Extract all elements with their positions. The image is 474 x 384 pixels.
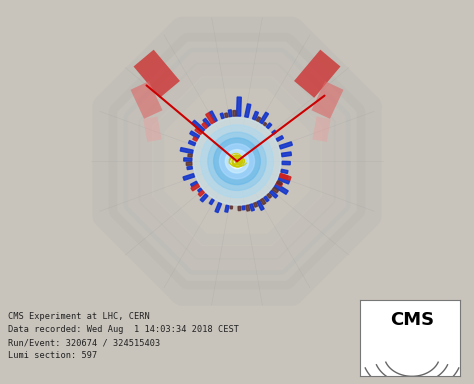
Polygon shape: [190, 131, 200, 139]
Polygon shape: [282, 161, 290, 165]
Polygon shape: [209, 199, 214, 205]
Polygon shape: [250, 204, 255, 211]
Polygon shape: [195, 128, 202, 134]
Bar: [312, 116, 331, 142]
Polygon shape: [193, 137, 198, 141]
Text: CMS Experiment at LHC, CERN: CMS Experiment at LHC, CERN: [8, 312, 150, 321]
Polygon shape: [191, 184, 200, 191]
Polygon shape: [282, 152, 292, 157]
Polygon shape: [267, 194, 272, 198]
Bar: [311, 81, 344, 119]
Polygon shape: [264, 196, 269, 202]
Circle shape: [230, 154, 244, 169]
Polygon shape: [220, 113, 224, 119]
Bar: [143, 116, 162, 142]
Polygon shape: [274, 184, 288, 194]
Polygon shape: [242, 206, 245, 210]
Text: Lumi section: 597: Lumi section: 597: [8, 351, 97, 360]
Polygon shape: [270, 190, 278, 198]
Circle shape: [201, 125, 273, 198]
Polygon shape: [256, 117, 261, 122]
Polygon shape: [202, 122, 208, 129]
Polygon shape: [266, 123, 272, 129]
Polygon shape: [253, 111, 258, 120]
Bar: [294, 50, 340, 98]
Polygon shape: [187, 166, 192, 170]
Text: Run/Event: 320674 / 324515403: Run/Event: 320674 / 324515403: [8, 338, 160, 347]
Polygon shape: [209, 111, 217, 122]
Circle shape: [214, 138, 260, 185]
Polygon shape: [203, 118, 210, 127]
Polygon shape: [225, 205, 229, 212]
Polygon shape: [184, 158, 192, 161]
Polygon shape: [183, 174, 194, 180]
Polygon shape: [200, 194, 208, 202]
Polygon shape: [189, 141, 196, 146]
Polygon shape: [228, 110, 232, 117]
Polygon shape: [237, 97, 241, 116]
Polygon shape: [280, 174, 291, 180]
Polygon shape: [215, 203, 221, 213]
Polygon shape: [260, 112, 268, 124]
Polygon shape: [276, 136, 283, 141]
Polygon shape: [264, 122, 267, 126]
Circle shape: [193, 118, 281, 205]
Text: CMS: CMS: [390, 311, 434, 329]
Polygon shape: [257, 200, 264, 210]
Polygon shape: [276, 181, 283, 186]
Polygon shape: [191, 120, 205, 132]
Bar: [134, 50, 180, 98]
Polygon shape: [272, 130, 276, 134]
Bar: [130, 81, 163, 119]
Polygon shape: [272, 187, 278, 193]
Circle shape: [208, 132, 266, 190]
Polygon shape: [233, 111, 236, 116]
Polygon shape: [186, 162, 192, 166]
Polygon shape: [198, 188, 202, 192]
Polygon shape: [198, 190, 204, 196]
Polygon shape: [278, 177, 290, 184]
Polygon shape: [280, 174, 288, 179]
Polygon shape: [191, 181, 198, 187]
Circle shape: [219, 144, 255, 179]
Polygon shape: [230, 206, 233, 209]
Circle shape: [225, 150, 249, 173]
Polygon shape: [280, 142, 292, 149]
Polygon shape: [277, 180, 282, 185]
Polygon shape: [281, 169, 288, 174]
Polygon shape: [260, 199, 266, 205]
Polygon shape: [254, 202, 257, 207]
Polygon shape: [225, 113, 228, 118]
Polygon shape: [180, 147, 193, 154]
Polygon shape: [246, 205, 250, 211]
Polygon shape: [188, 154, 192, 157]
Polygon shape: [238, 206, 241, 210]
Text: Data recorded: Wed Aug  1 14:03:34 2018 CEST: Data recorded: Wed Aug 1 14:03:34 2018 C…: [8, 325, 239, 334]
Polygon shape: [206, 113, 215, 124]
Polygon shape: [245, 104, 251, 118]
Circle shape: [233, 158, 241, 165]
